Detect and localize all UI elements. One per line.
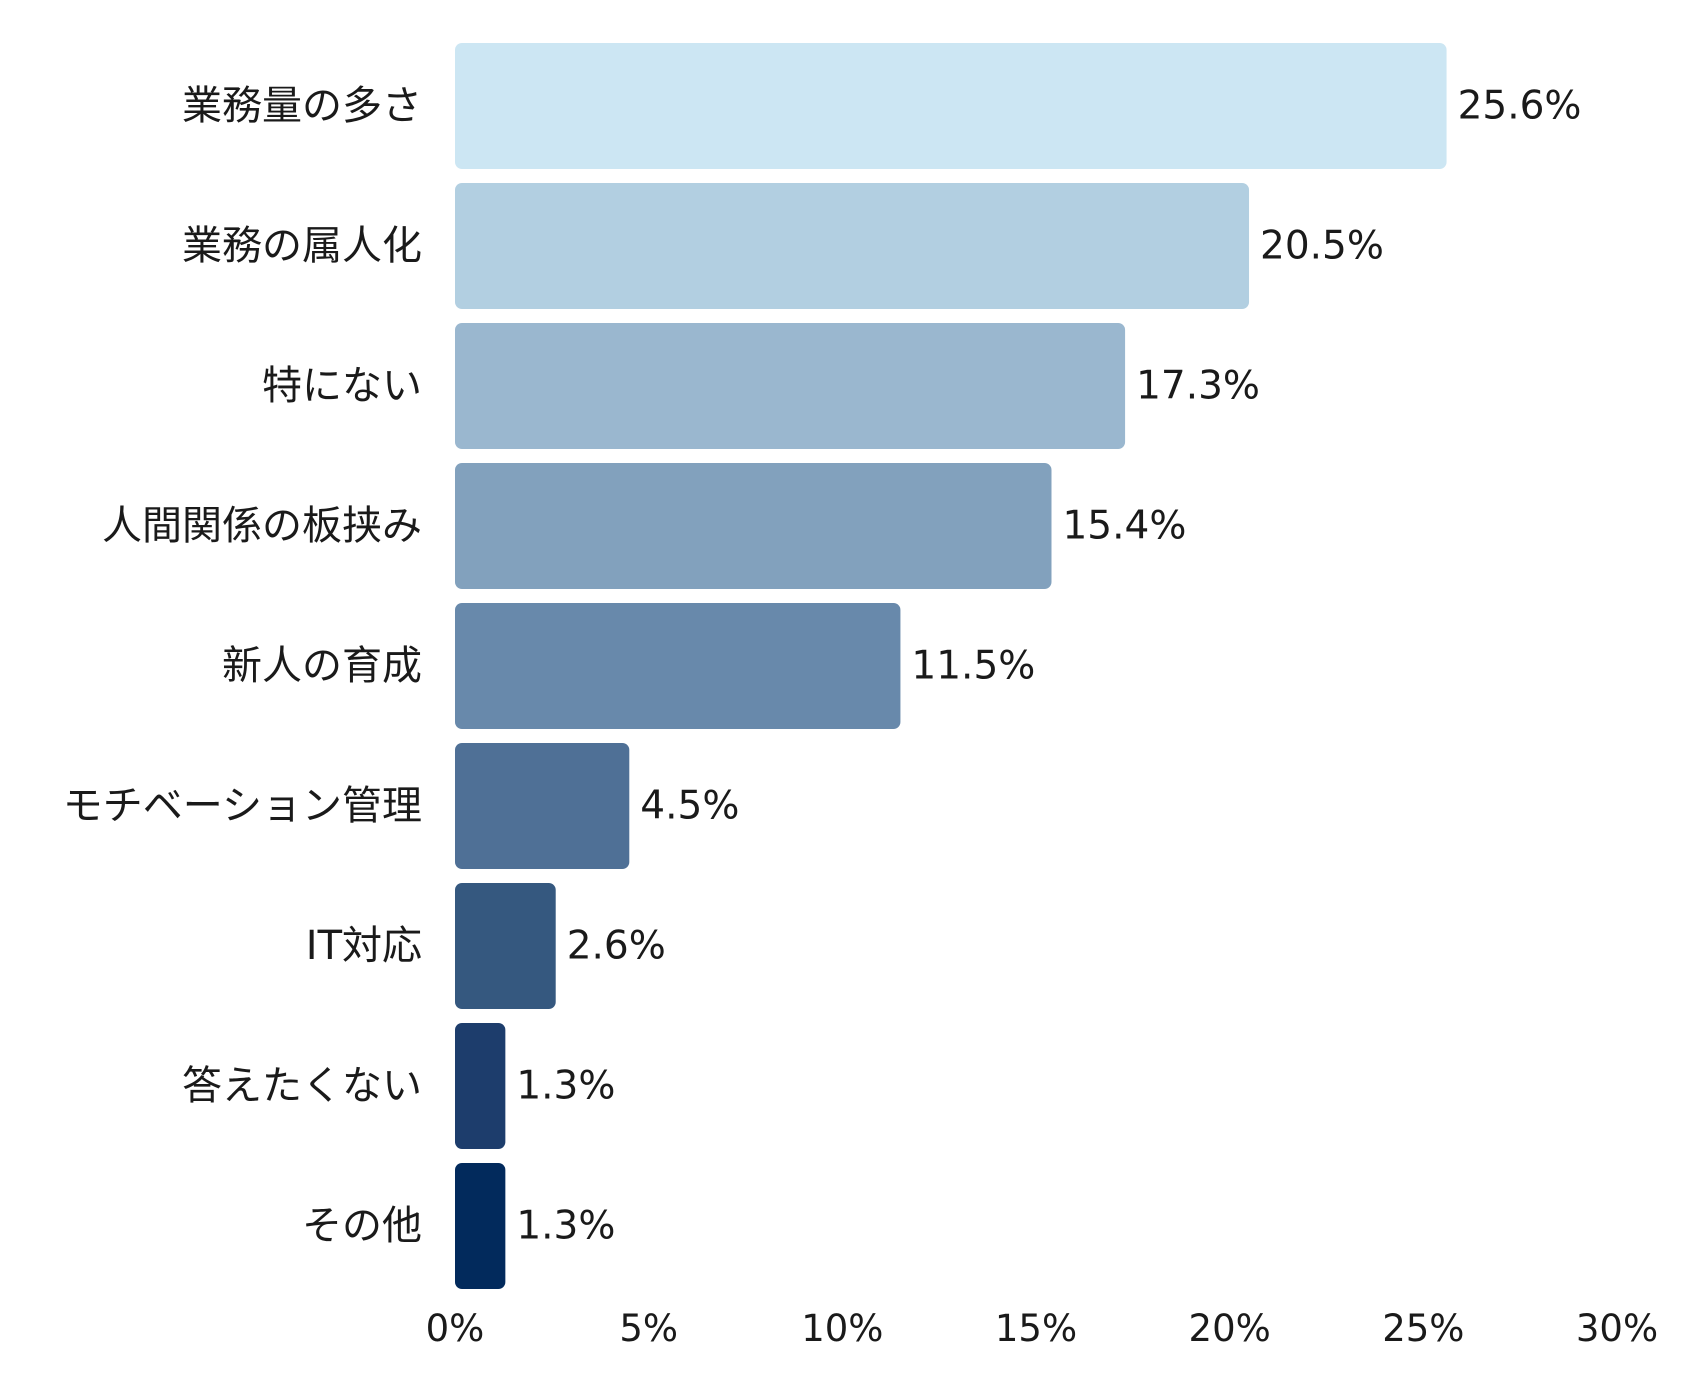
category-label: 業務量の多さ	[182, 83, 422, 129]
value-label: 25.6%	[1458, 84, 1582, 129]
bar	[455, 463, 1052, 589]
category-label: 業務の属人化	[182, 223, 422, 269]
x-tick-label: 20%	[1189, 1307, 1271, 1350]
category-label: IT対応	[306, 923, 422, 969]
bar	[455, 183, 1250, 309]
x-tick-label: 0%	[426, 1307, 485, 1350]
x-axis-tick-labels: 0% 5% 10% 15% 20% 25% 30%	[426, 1307, 1658, 1350]
value-label: 17.3%	[1136, 364, 1260, 409]
value-label: 1.3%	[516, 1204, 615, 1249]
x-tick-label: 5%	[619, 1307, 678, 1350]
bar	[455, 1023, 506, 1149]
bar	[455, 323, 1126, 449]
category-label: 答えたくない	[182, 1063, 422, 1109]
category-label: 新人の育成	[222, 643, 422, 689]
value-label: 4.5%	[640, 784, 739, 829]
category-label: 特にない	[262, 363, 422, 409]
x-tick-label: 25%	[1382, 1307, 1464, 1350]
value-label: 15.4%	[1062, 504, 1186, 549]
x-tick-label: 30%	[1576, 1307, 1658, 1350]
value-label: 1.3%	[516, 1064, 615, 1109]
bar	[455, 603, 901, 729]
x-tick-label: 15%	[995, 1307, 1077, 1350]
bar	[455, 883, 556, 1009]
category-label: モチベーション管理	[63, 783, 422, 829]
value-label: 11.5%	[911, 644, 1035, 689]
value-label: 20.5%	[1260, 224, 1384, 269]
x-tick-label: 10%	[801, 1307, 883, 1350]
value-labels: 25.6% 20.5% 17.3% 15.4% 11.5% 4.5% 2.6% 1.3% 1.3…	[516, 84, 1581, 1249]
bar	[455, 1163, 506, 1289]
bar	[455, 743, 630, 869]
value-label: 2.6%	[567, 924, 666, 969]
category-label: その他	[302, 1203, 422, 1249]
bars-group	[455, 43, 1447, 1289]
category-label: 人間関係の板挟み	[102, 503, 422, 549]
bar	[455, 43, 1447, 169]
